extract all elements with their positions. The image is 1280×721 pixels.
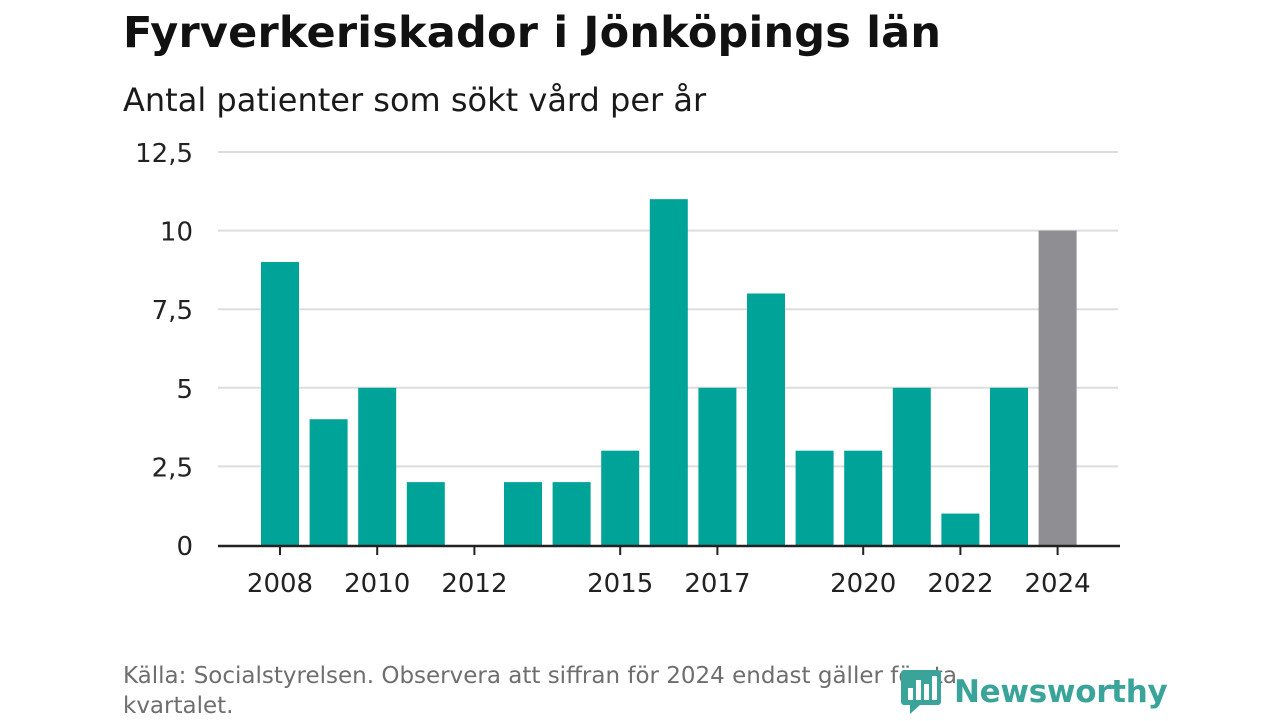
- bars: [261, 199, 1077, 545]
- x-tick-label: 2012: [441, 569, 507, 599]
- y-tick-label: 12,5: [135, 139, 193, 169]
- x-tick-label: 2015: [587, 569, 653, 599]
- x-tick-label: 2010: [344, 569, 410, 599]
- source-note: Källa: Socialstyrelsen. Observera att si…: [123, 663, 957, 719]
- newsworthy-logo: Newsworthy: [900, 668, 1168, 716]
- bar-2020: [844, 450, 883, 545]
- bar-2015: [601, 450, 640, 545]
- x-tick-label: 2017: [684, 569, 750, 599]
- x-tick-label: 2020: [830, 569, 896, 599]
- bar-2013: [504, 482, 542, 545]
- bar-2022: [941, 513, 980, 545]
- bar-2024: [1038, 230, 1077, 545]
- bar-2016: [649, 199, 688, 545]
- x-axis-ticks: 2008 2010 2012 2015 2017 2020 2022 2024: [247, 546, 1091, 599]
- x-tick-label: 2022: [927, 569, 993, 599]
- y-axis-ticks: 0 2,5 5 7,5 10 12,5: [135, 139, 193, 562]
- newsworthy-logo-icon: [901, 670, 941, 714]
- y-tick-label: 5: [176, 375, 193, 405]
- bar-2023: [990, 387, 1028, 545]
- bar-2019: [795, 450, 834, 545]
- y-tick-label: 10: [160, 218, 193, 248]
- bar-2021: [892, 387, 931, 545]
- x-tick-label: 2024: [1025, 569, 1091, 599]
- bar-2018: [747, 293, 785, 545]
- y-tick-label: 2,5: [152, 453, 193, 483]
- logo-text: Newsworthy: [954, 674, 1168, 710]
- bar-2014: [552, 482, 591, 545]
- bar-2017: [698, 387, 737, 545]
- bar-2011: [406, 482, 445, 545]
- y-tick-label: 7,5: [152, 296, 193, 326]
- bar-2010: [358, 387, 397, 545]
- bar-2009: [309, 419, 348, 545]
- x-tick-label: 2008: [247, 569, 313, 599]
- bar-2008: [261, 262, 299, 545]
- chart-subtitle: Antal patienter som sökt vård per år: [123, 81, 707, 119]
- y-tick-label: 0: [176, 532, 193, 562]
- chart-title: Fyrverkeriskador i Jönköpings län: [123, 8, 942, 58]
